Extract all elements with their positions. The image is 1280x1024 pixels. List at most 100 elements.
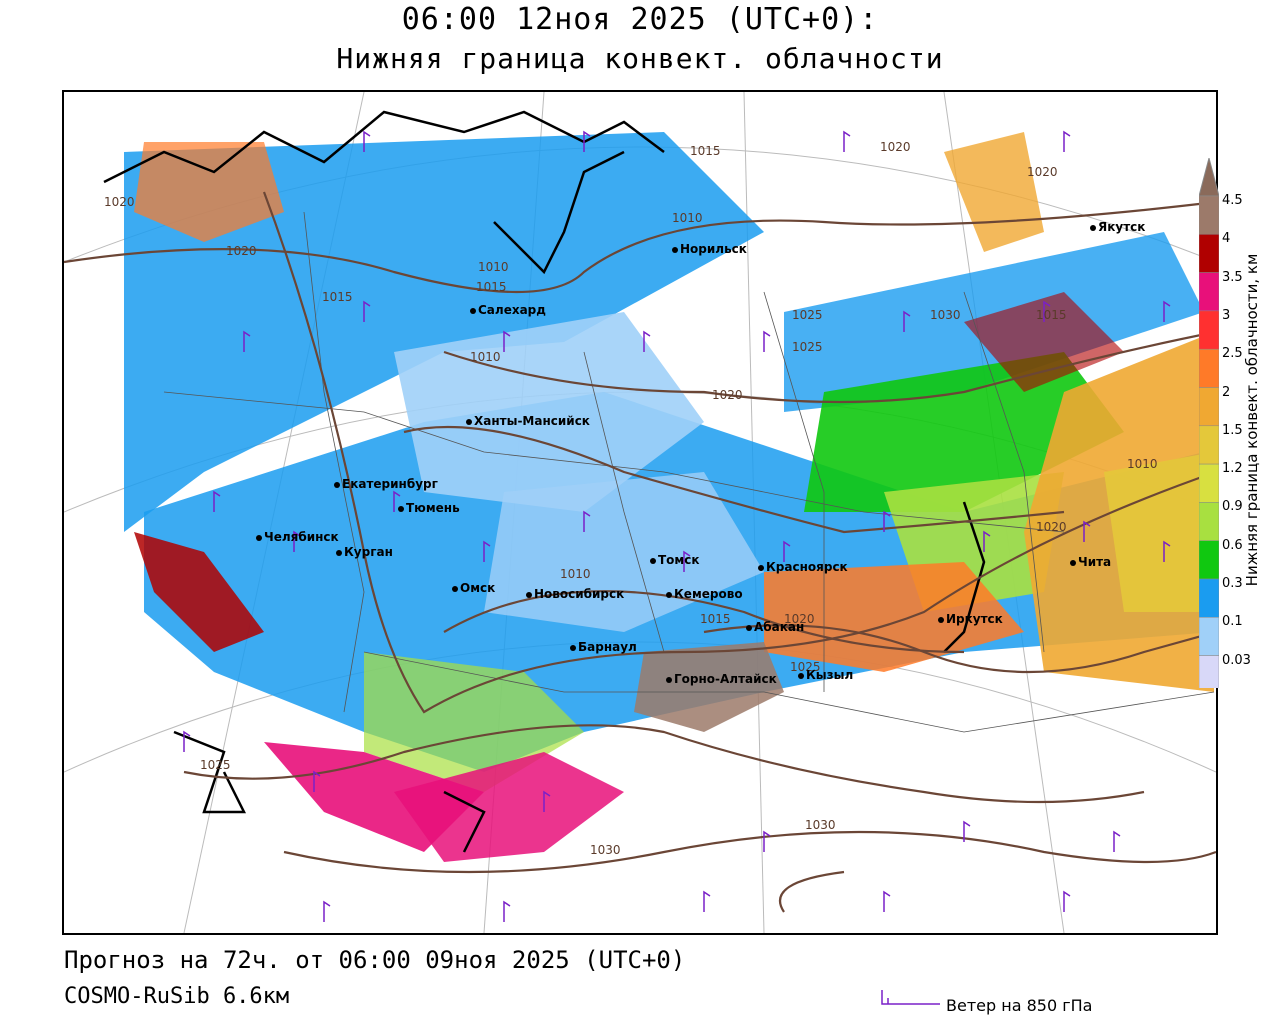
colorbar-swatch xyxy=(1199,310,1219,350)
isobar-label: 1010 xyxy=(470,350,501,364)
isobar-label: 1010 xyxy=(672,211,703,225)
city-name: Тюмень xyxy=(406,501,460,515)
map-title: 06:00 12ноя 2025 (UTC+0): xyxy=(401,2,879,37)
cloud-field xyxy=(124,132,1214,862)
wind-barbs xyxy=(183,130,1171,922)
isobar-label: 1020 xyxy=(226,244,257,258)
colorbar-tick-label: 0.9 xyxy=(1222,499,1243,515)
city-marker-icon xyxy=(334,481,340,488)
isobar-label: 1025 xyxy=(200,758,231,772)
colorbar-swatch xyxy=(1199,234,1219,273)
city-marker-icon xyxy=(526,591,532,598)
colorbar-tick-label: 3 xyxy=(1222,307,1231,323)
map-canvas xyxy=(64,92,1216,933)
forecast-info: Прогноз на 72ч. от 06:00 09ноя 2025 (UTC… xyxy=(64,946,686,974)
isobar-label: 1010 xyxy=(1127,457,1158,471)
isobar-label: 1025 xyxy=(792,308,823,322)
city-label: Норильск xyxy=(672,242,747,256)
city-label: Ханты-Мансийск xyxy=(466,414,590,428)
isobar-label: 1020 xyxy=(880,140,911,154)
city-name: Горно-Алтайск xyxy=(674,672,777,686)
isobar-label: 1010 xyxy=(478,260,509,274)
city-marker-icon xyxy=(452,585,458,592)
isobar-label: 1020 xyxy=(784,612,815,626)
isobar-label: 1015 xyxy=(476,280,507,294)
wind-barb-icon xyxy=(881,990,940,1005)
city-name: Абакан xyxy=(754,620,805,634)
colorbar-swatch xyxy=(1199,540,1219,580)
city-name: Чита xyxy=(1078,555,1112,569)
colorbar-swatch xyxy=(1199,425,1219,465)
colorbar-tick-label: 0.3 xyxy=(1222,576,1243,591)
city-label: Якутск xyxy=(1090,220,1145,234)
city-marker-icon xyxy=(466,418,472,425)
colorbar-swatch xyxy=(1199,272,1219,312)
colorbar-tick-label: 0.1 xyxy=(1222,614,1243,630)
city-marker-icon xyxy=(666,591,672,598)
isobar-label: 1015 xyxy=(1036,308,1067,322)
city-label: Абакан xyxy=(746,620,804,634)
city-label: Горно-Алтайск xyxy=(666,672,777,686)
colorbar-swatch xyxy=(1199,655,1219,688)
colorbar-tick-label: 4.5 xyxy=(1222,193,1243,208)
city-label: Новосибирск xyxy=(526,587,624,601)
city-name: Екатеринбург xyxy=(342,477,438,491)
city-label: Омск xyxy=(452,581,495,595)
isobar-label: 1020 xyxy=(712,388,743,402)
city-marker-icon xyxy=(336,549,342,556)
isobar-label: 1015 xyxy=(700,612,731,626)
city-marker-icon xyxy=(1090,224,1096,231)
city-name: Омск xyxy=(460,581,496,595)
colorbar-cap xyxy=(1199,158,1219,197)
city-name: Красноярск xyxy=(766,560,848,574)
city-marker-icon xyxy=(398,505,404,512)
city-marker-icon xyxy=(758,564,764,571)
colorbar-swatch xyxy=(1199,502,1219,541)
city-name: Курган xyxy=(344,545,393,559)
colorbar-tick-label: 2 xyxy=(1222,384,1231,400)
city-marker-icon xyxy=(672,246,678,253)
weather-map xyxy=(62,90,1218,935)
colorbar-swatch xyxy=(1199,195,1219,235)
city-marker-icon xyxy=(746,624,752,631)
colorbar-tick-label: 4 xyxy=(1222,231,1231,247)
isobar-label: 1030 xyxy=(805,818,836,832)
city-marker-icon xyxy=(798,672,804,679)
colorbar xyxy=(1199,158,1219,688)
isobar-label: 1010 xyxy=(560,567,591,581)
city-label: Челябинск xyxy=(256,530,339,544)
city-marker-icon xyxy=(256,534,262,541)
colorbar-tick-label: 3.5 xyxy=(1222,269,1243,285)
colorbar-swatch xyxy=(1199,348,1219,388)
colorbar-tick-label: 0.03 xyxy=(1222,652,1251,668)
city-name: Томск xyxy=(658,553,700,567)
isobar-label: 1030 xyxy=(590,843,621,857)
model-name: COSMO-RuSib 6.6км xyxy=(64,984,290,1009)
city-name: Барнаул xyxy=(578,640,637,654)
city-label: Томск xyxy=(650,553,700,567)
city-name: Новосибирск xyxy=(534,587,625,601)
city-label: Чита xyxy=(1070,555,1111,569)
isobar-label: 1025 xyxy=(790,660,821,674)
city-label: Тюмень xyxy=(398,501,460,515)
city-name: Кемерово xyxy=(674,587,743,601)
wind-legend-label: Ветер на 850 гПа xyxy=(946,996,1093,1015)
colorbar-tick-label: 1.5 xyxy=(1222,422,1243,438)
city-name: Челябинск xyxy=(264,530,339,544)
city-marker-icon xyxy=(570,644,576,651)
city-name: Норильск xyxy=(680,242,747,256)
isobar-label: 1025 xyxy=(792,340,823,354)
colorbar-swatch xyxy=(1199,617,1219,656)
city-label: Красноярск xyxy=(758,560,848,574)
isobar-label: 1020 xyxy=(1027,165,1058,179)
city-label: Кемерово xyxy=(666,587,743,601)
city-label: Курган xyxy=(336,545,393,559)
isobar-label: 1015 xyxy=(690,144,721,158)
city-marker-icon xyxy=(1070,559,1076,566)
colorbar-swatch xyxy=(1199,463,1219,503)
isobar-label: 1030 xyxy=(930,308,961,322)
colorbar-tick-label: 0.6 xyxy=(1222,537,1243,553)
colorbar-swatch xyxy=(1199,387,1219,427)
map-subtitle: Нижняя граница конвект. облачности xyxy=(336,42,944,75)
city-name: Ханты-Мансийск xyxy=(474,414,590,428)
